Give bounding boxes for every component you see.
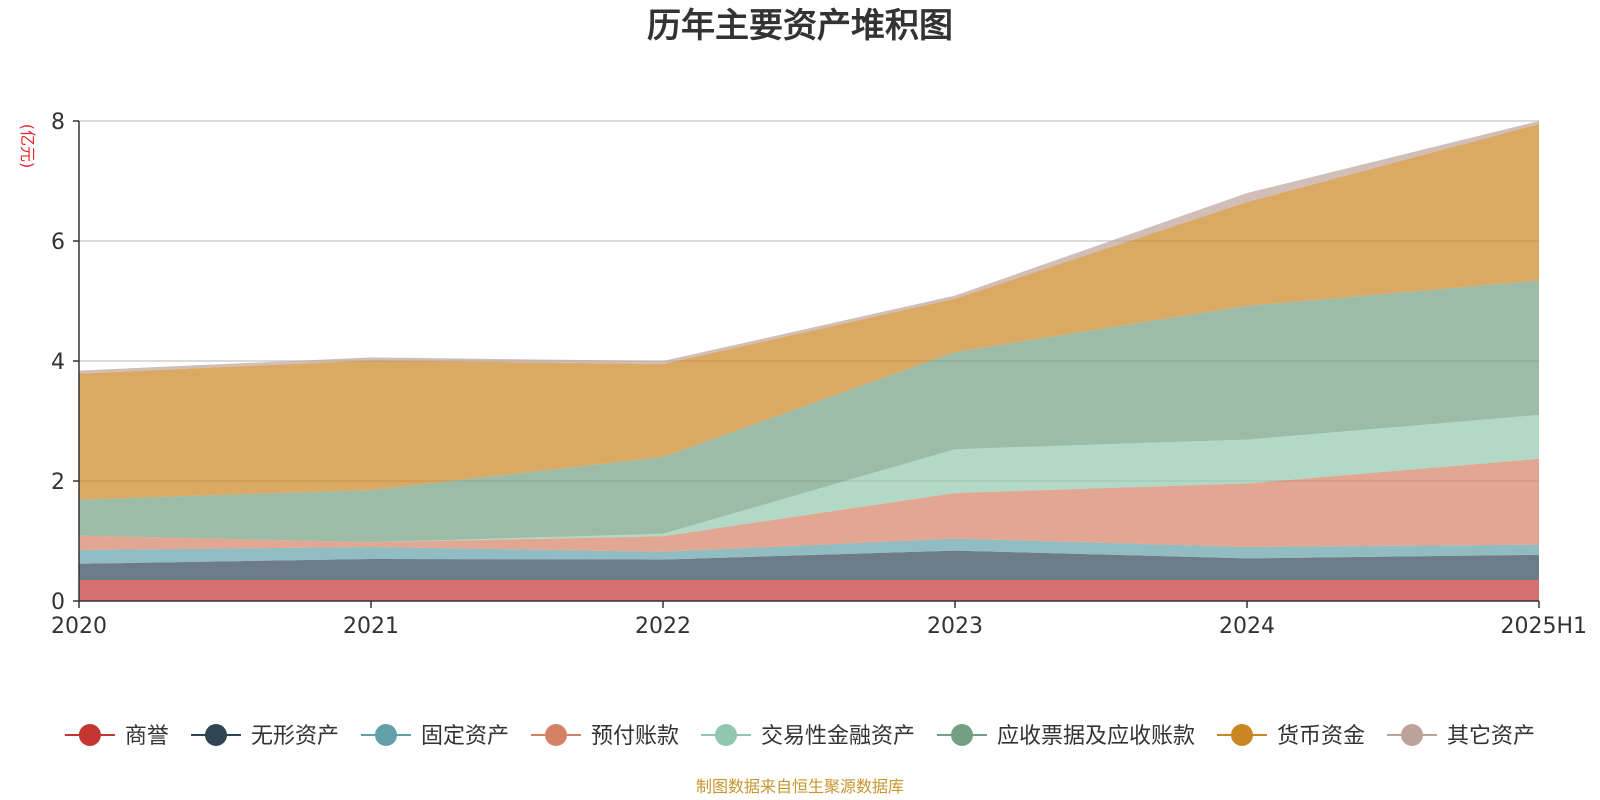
legend: 商誉 无形资产 固定资产 预付账款 交易性金融资产 应收票据及应收账款 货币资金 其它资产 xyxy=(64,724,1535,749)
legend-swatch-marker xyxy=(78,724,101,746)
area-series-6 xyxy=(79,124,1539,500)
legend-item-0[interactable]: 商誉 xyxy=(64,724,169,749)
y-tick-label-8: 8 xyxy=(51,110,65,135)
area-series-1 xyxy=(79,550,1539,580)
y-tick-label-2: 2 xyxy=(51,470,65,495)
legend-label: 其它资产 xyxy=(1447,724,1535,749)
y-tick-label-0: 0 xyxy=(51,590,65,615)
area-series-2 xyxy=(79,538,1539,564)
legend-label: 应收票据及应收账款 xyxy=(997,724,1195,749)
x-tick-label-2024: 2024 xyxy=(1219,614,1275,639)
area-series-group xyxy=(79,121,1539,601)
data-source-note: 制图数据来自恒生聚源数据库 xyxy=(696,777,904,796)
x-tick-label-2020: 2020 xyxy=(51,614,107,639)
legend-label: 商誉 xyxy=(125,724,169,749)
axes: 0 2 4 6 8 2020 2021 2022 2023 2024 2025H1 xyxy=(51,110,1587,639)
legend-item-6[interactable]: 货币资金 xyxy=(1217,724,1365,749)
legend-swatch-marker xyxy=(951,724,973,746)
area-series-5 xyxy=(79,280,1539,543)
x-tick-label-2023: 2023 xyxy=(927,614,983,639)
legend-item-4[interactable]: 交易性金融资产 xyxy=(701,724,915,749)
area-series-4 xyxy=(79,415,1539,543)
legend-swatch-marker xyxy=(1401,724,1423,746)
area-series-0 xyxy=(79,580,1539,601)
legend-label: 固定资产 xyxy=(421,724,509,749)
legend-label: 无形资产 xyxy=(251,724,339,749)
x-tick-label-2022: 2022 xyxy=(635,614,691,639)
legend-label: 预付账款 xyxy=(591,724,679,749)
legend-swatch-marker xyxy=(715,724,737,746)
legend-swatch-marker xyxy=(205,724,227,746)
legend-item-3[interactable]: 预付账款 xyxy=(531,724,679,749)
x-tick-label-2025H1: 2025H1 xyxy=(1500,614,1587,639)
legend-item-7[interactable]: 其它资产 xyxy=(1387,724,1535,749)
legend-swatch-marker xyxy=(375,724,397,746)
legend-item-5[interactable]: 应收票据及应收账款 xyxy=(937,724,1195,749)
x-tick-label-2021: 2021 xyxy=(343,614,399,639)
legend-item-2[interactable]: 固定资产 xyxy=(361,724,509,749)
chart-title: 历年主要资产堆积图 xyxy=(647,6,953,46)
y-tick-label-6: 6 xyxy=(51,230,65,255)
legend-label: 交易性金融资产 xyxy=(761,724,915,749)
y-axis-unit-label: (亿元) xyxy=(18,124,37,169)
legend-item-1[interactable]: 无形资产 xyxy=(191,724,339,749)
y-tick-label-4: 4 xyxy=(51,350,65,375)
legend-label: 货币资金 xyxy=(1277,724,1365,749)
legend-swatch-marker xyxy=(545,724,567,746)
area-series-3 xyxy=(79,458,1539,552)
legend-swatch-marker xyxy=(1231,724,1253,746)
